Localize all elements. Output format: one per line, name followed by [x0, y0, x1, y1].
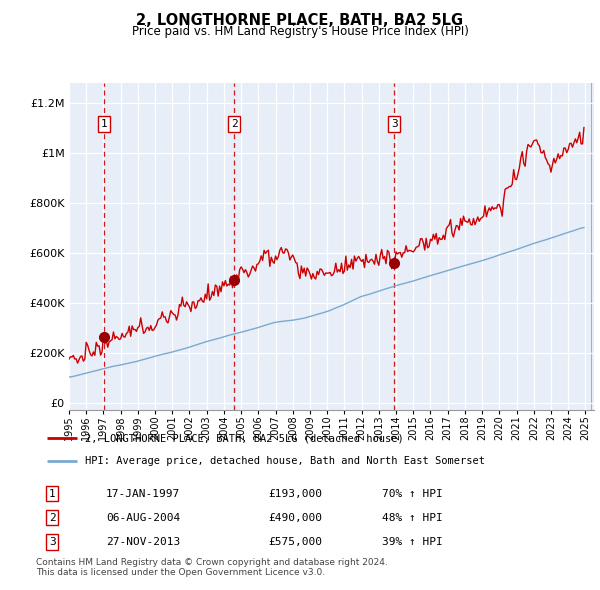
- Text: 17-JAN-1997: 17-JAN-1997: [106, 489, 181, 499]
- Text: 48% ↑ HPI: 48% ↑ HPI: [382, 513, 442, 523]
- Text: 1: 1: [101, 119, 107, 129]
- Text: HPI: Average price, detached house, Bath and North East Somerset: HPI: Average price, detached house, Bath…: [85, 457, 485, 467]
- Text: 1: 1: [49, 489, 56, 499]
- Text: 27-NOV-2013: 27-NOV-2013: [106, 537, 181, 547]
- Text: 3: 3: [391, 119, 398, 129]
- Text: 2, LONGTHORNE PLACE, BATH, BA2 5LG: 2, LONGTHORNE PLACE, BATH, BA2 5LG: [136, 13, 464, 28]
- Text: £193,000: £193,000: [268, 489, 322, 499]
- Text: Contains HM Land Registry data © Crown copyright and database right 2024.
This d: Contains HM Land Registry data © Crown c…: [36, 558, 388, 577]
- Text: 06-AUG-2004: 06-AUG-2004: [106, 513, 181, 523]
- Text: 2: 2: [231, 119, 238, 129]
- Text: 3: 3: [49, 537, 56, 547]
- Text: £575,000: £575,000: [268, 537, 322, 547]
- Text: 2, LONGTHORNE PLACE, BATH, BA2 5LG (detached house): 2, LONGTHORNE PLACE, BATH, BA2 5LG (deta…: [85, 433, 403, 443]
- Text: 70% ↑ HPI: 70% ↑ HPI: [382, 489, 442, 499]
- Text: £490,000: £490,000: [268, 513, 322, 523]
- Text: 39% ↑ HPI: 39% ↑ HPI: [382, 537, 442, 547]
- Text: Price paid vs. HM Land Registry's House Price Index (HPI): Price paid vs. HM Land Registry's House …: [131, 25, 469, 38]
- Text: 2: 2: [49, 513, 56, 523]
